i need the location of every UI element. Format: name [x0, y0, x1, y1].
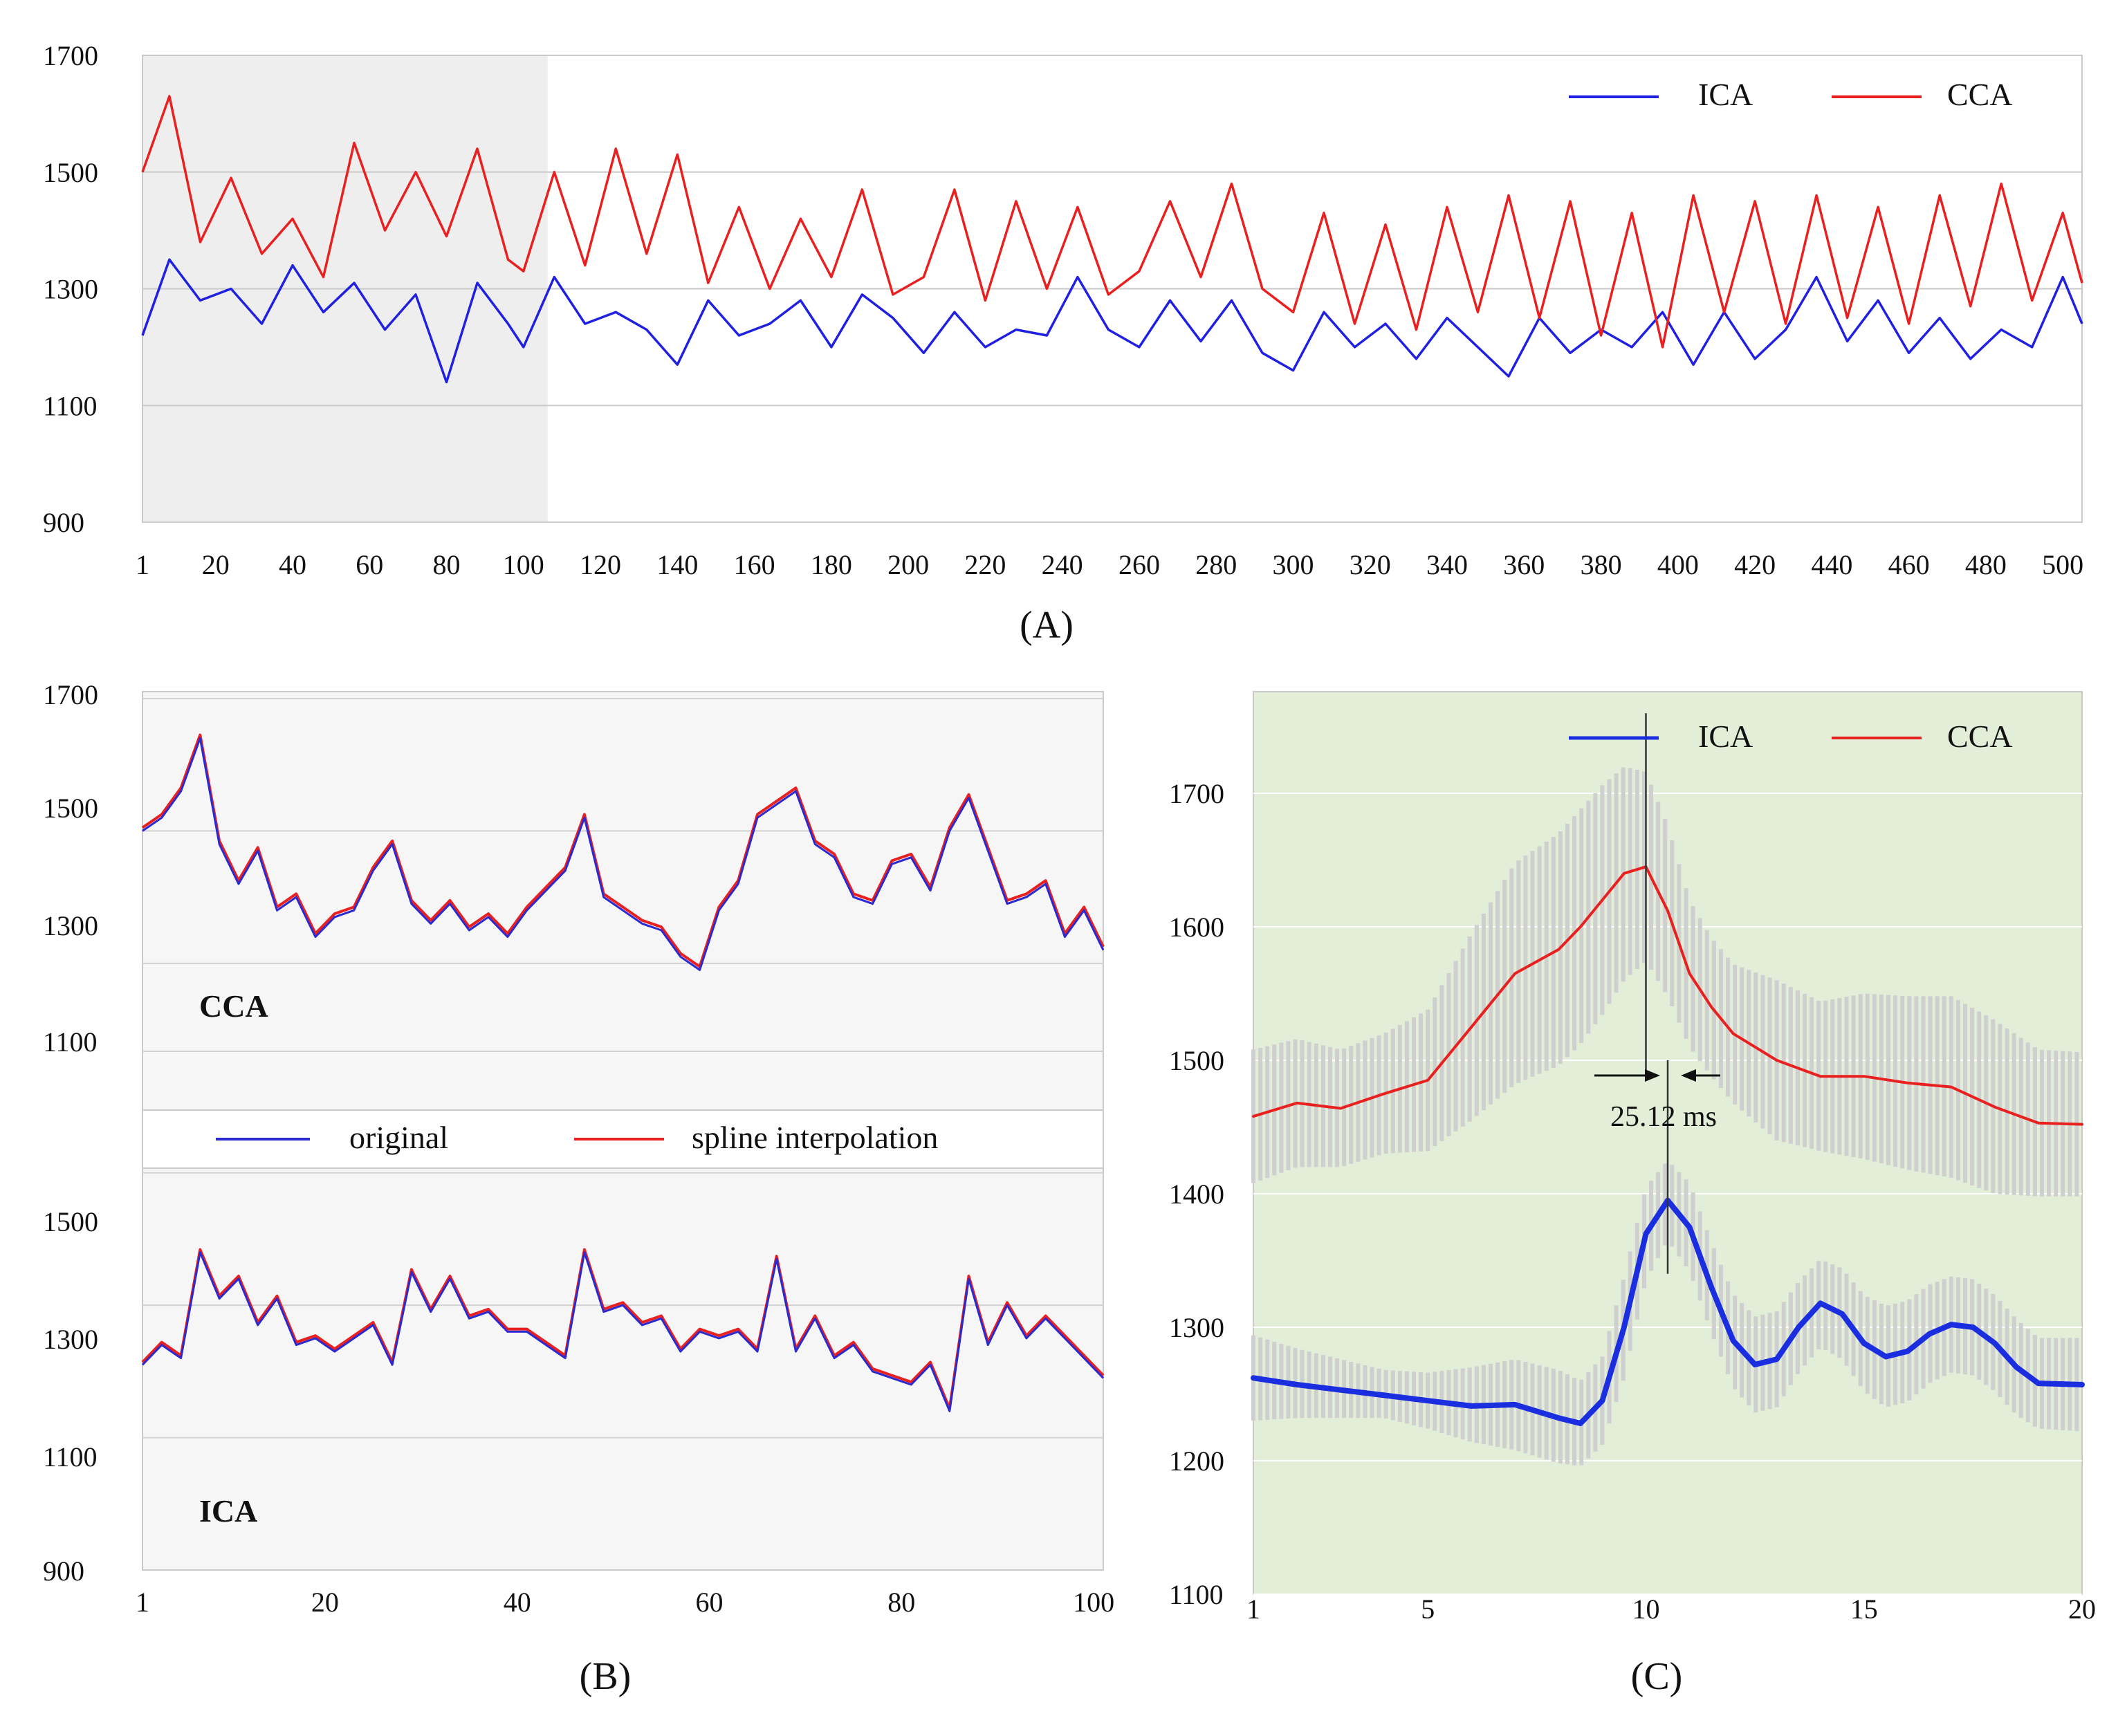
y-tick-label: 1700	[43, 40, 98, 71]
x-tick-label: 60	[356, 549, 383, 580]
x-tick-label: 20	[311, 1587, 339, 1618]
legend-original-label: original	[349, 1120, 448, 1155]
y-tick-label: 1100	[43, 1441, 98, 1472]
panel-a-legend: ICA CCA	[1569, 77, 2013, 112]
panel-b-series	[141, 733, 1105, 1412]
y-tick-label: 1600	[1169, 912, 1224, 943]
panel-c-series	[1251, 865, 2085, 1426]
y-tick-label: 1300	[1169, 1312, 1224, 1343]
legend-spline-label: spline interpolation	[692, 1120, 938, 1155]
x-tick-label: 300	[1272, 549, 1314, 580]
x-tick-label: 10	[1632, 1594, 1659, 1625]
y-tick-label: 900	[43, 1555, 84, 1587]
series-line-cca-original	[142, 737, 1105, 971]
x-tick-label: 1	[136, 549, 149, 580]
x-tick-label: 200	[887, 549, 929, 580]
x-tick-label: 15	[1850, 1594, 1878, 1625]
series-line-ica	[1251, 1197, 2085, 1426]
y-tick-label: 1200	[1169, 1446, 1224, 1477]
panel-c-legend: ICA CCA	[1569, 719, 2013, 754]
lag-annotation-text: 25.12 ms	[1610, 1101, 1717, 1133]
x-tick-label: 160	[734, 549, 775, 580]
x-tick-label: 440	[1811, 549, 1852, 580]
x-tick-label: 40	[279, 549, 306, 580]
x-tick-label: 220	[964, 549, 1006, 580]
y-tick-label: 1700	[43, 679, 98, 710]
panel-b-label: (B)	[580, 1655, 632, 1698]
legend-ica-label: ICA	[1698, 77, 1753, 112]
panel-c-y-axis-ticks: 1100 1200 1300 1400 1500 1600 1700	[1169, 778, 1224, 1610]
panel-a-plot-frame	[142, 55, 2083, 523]
x-tick-label: 420	[1734, 549, 1776, 580]
x-tick-label: 360	[1503, 549, 1545, 580]
series-line-cca	[1252, 865, 2083, 1126]
panel-b-cca-label: CCA	[199, 988, 268, 1024]
legend-ica-label-c: ICA	[1698, 719, 1753, 754]
x-tick-label: 400	[1657, 549, 1699, 580]
panel-a-y-axis-ticks: 900 1100 1300 1500 1700	[43, 40, 98, 538]
x-tick-label: 100	[1073, 1587, 1114, 1618]
x-tick-label: 60	[696, 1587, 724, 1618]
x-tick-label: 500	[2042, 549, 2083, 580]
x-tick-label: 80	[887, 1587, 915, 1618]
y-tick-label: 1500	[43, 157, 98, 188]
y-tick-label: 1500	[43, 1206, 98, 1237]
panel-a-x-axis-ticks: 1 20 40 60 80 100 120 140 160 180 200 220 240 260 280 3…	[136, 549, 2083, 580]
x-tick-label: 280	[1195, 549, 1237, 580]
panel-c-x-axis-ticks: 1 5 10 15 20	[1246, 1594, 2096, 1625]
x-tick-label: 260	[1118, 549, 1160, 580]
x-tick-label: 80	[433, 549, 461, 580]
y-tick-label: 1500	[1169, 1045, 1224, 1076]
panel-c-lag-annotation: 25.12 ms	[1594, 1069, 1720, 1133]
x-tick-label: 240	[1042, 549, 1083, 580]
panel-b-x-axis-ticks: 1 20 40 60 80 100	[136, 1587, 1114, 1618]
y-tick-label: 1100	[43, 390, 98, 421]
lag-arrow-left-head	[1645, 1069, 1660, 1082]
x-tick-label: 180	[811, 549, 852, 580]
panel-c-peak-markers	[1645, 713, 1669, 1274]
panel-a-series	[141, 95, 2083, 384]
panel-b-legend: original spline interpolation	[216, 1120, 938, 1155]
x-tick-label: 1	[136, 1587, 149, 1618]
panel-b-ica-label: ICA	[199, 1493, 257, 1529]
panel-a-label: (A)	[1020, 604, 1074, 647]
x-tick-label: 5	[1421, 1594, 1435, 1625]
panel-b-chart: 1700 1500 1300 1100 1500 1300 1100 900 1 20 40 60 8…	[43, 679, 1114, 1698]
series-line-ica	[141, 258, 2083, 384]
x-tick-label: 40	[504, 1587, 531, 1618]
y-tick-label: 1300	[43, 274, 98, 305]
lag-arrow-right-head	[1681, 1069, 1696, 1082]
panel-c-label: (C)	[1631, 1655, 1683, 1698]
x-tick-label: 320	[1350, 549, 1391, 580]
x-tick-label: 100	[503, 549, 544, 580]
y-tick-label: 1100	[1169, 1579, 1224, 1610]
y-tick-label: 1700	[1169, 778, 1224, 809]
y-tick-label: 1300	[43, 910, 98, 941]
x-tick-label: 1	[1246, 1594, 1260, 1625]
y-tick-label: 1400	[1169, 1179, 1224, 1210]
y-tick-label: 900	[43, 507, 84, 538]
x-tick-label: 20	[202, 549, 230, 580]
x-tick-label: 340	[1426, 549, 1468, 580]
panel-b-y-axis-ticks: 1700 1500 1300 1100 1500 1300 1100 900	[43, 679, 98, 1587]
x-tick-label: 460	[1888, 549, 1930, 580]
x-tick-label: 480	[1965, 549, 2007, 580]
series-line-ica-original	[141, 1251, 1105, 1412]
x-tick-label: 140	[656, 549, 698, 580]
y-tick-label: 1100	[43, 1026, 98, 1058]
y-tick-label: 1500	[43, 793, 98, 824]
x-tick-label: 20	[2068, 1594, 2096, 1625]
x-tick-label: 380	[1581, 549, 1622, 580]
y-tick-label: 1300	[43, 1324, 98, 1355]
series-line-cca	[141, 95, 2083, 349]
x-tick-label: 120	[580, 549, 621, 580]
legend-cca-label: CCA	[1947, 77, 2013, 112]
legend-cca-label-c: CCA	[1947, 719, 2013, 754]
